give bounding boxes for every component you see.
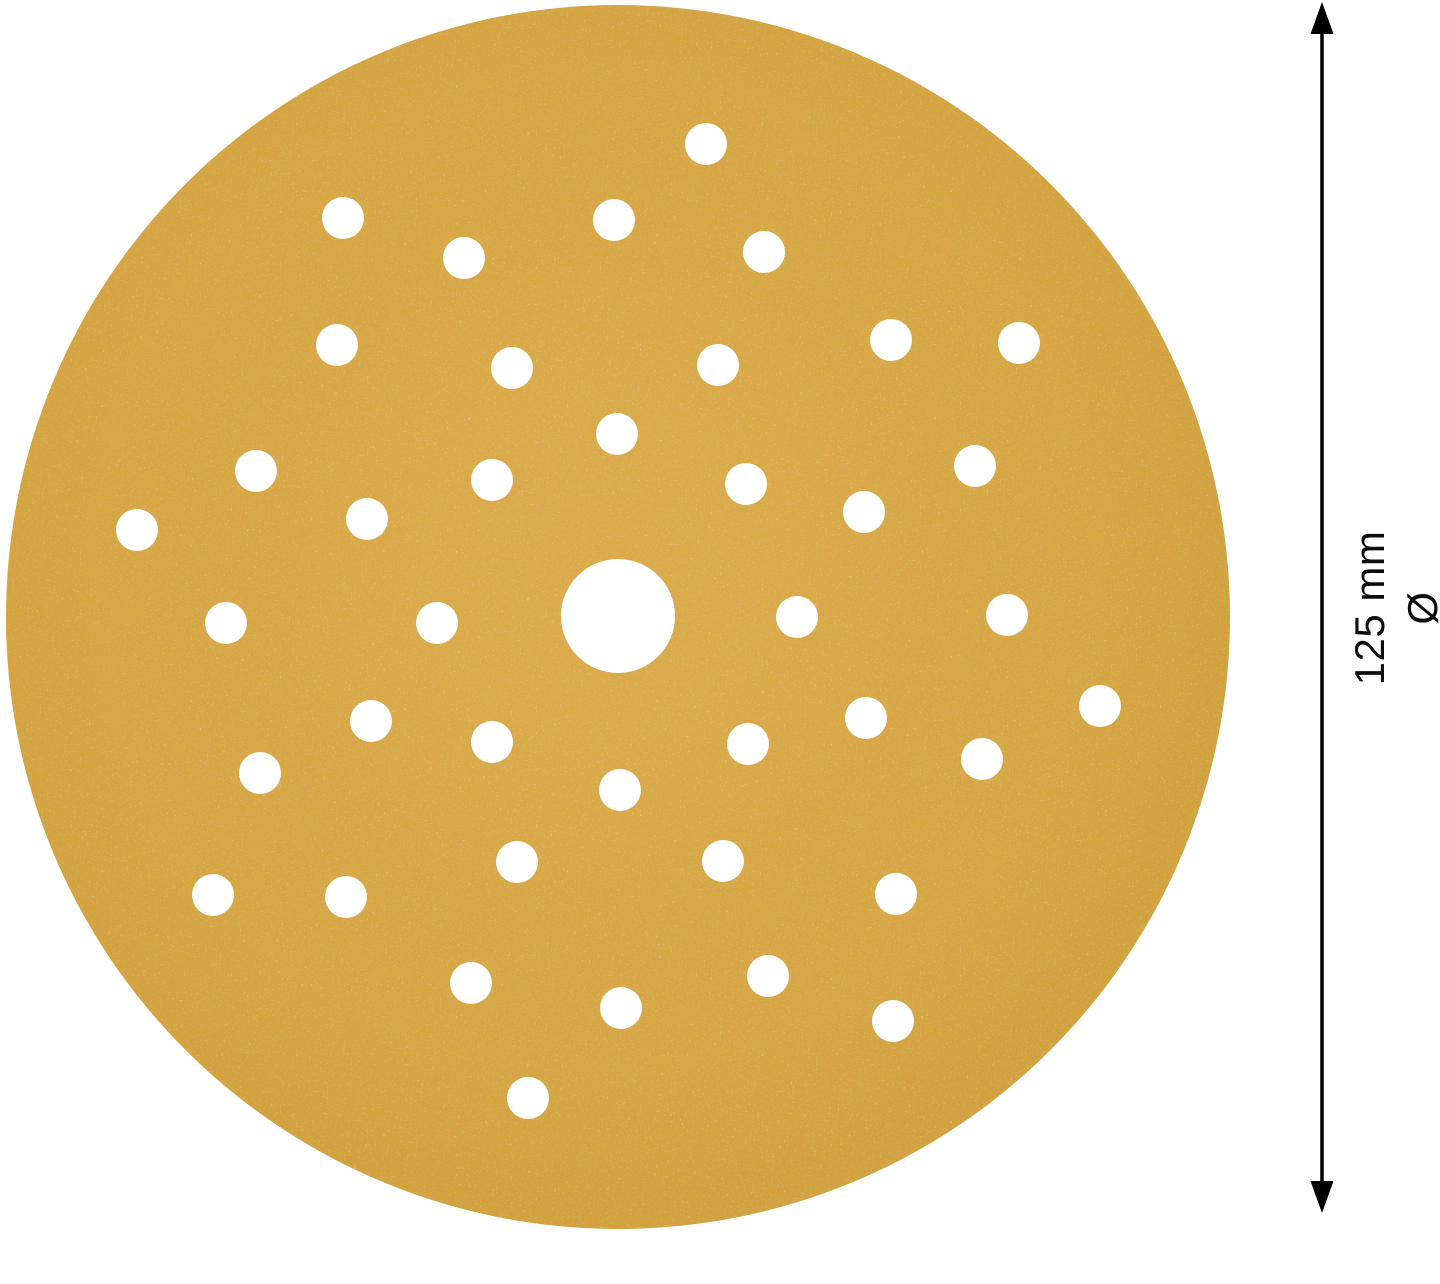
disc-hole (235, 450, 277, 492)
disc-hole (747, 955, 789, 997)
disc-hole (870, 319, 912, 361)
diameter-value: 125 mm (1346, 530, 1393, 686)
diameter-label: 125 mm Ø (1343, 531, 1440, 686)
disc-hole (961, 738, 1003, 780)
disc-hole (443, 237, 485, 279)
disc-hole (471, 459, 513, 501)
disc-hole (600, 987, 642, 1029)
disc-hole (450, 962, 492, 1004)
disc-hole (776, 596, 818, 638)
disc-hole (116, 509, 158, 551)
disc-hole (685, 123, 727, 165)
disc-hole (872, 1000, 914, 1042)
disc-hole (346, 498, 388, 540)
dust-extraction-holes (116, 123, 1121, 1119)
disc-hole (496, 841, 538, 883)
disc-hole (998, 322, 1040, 364)
disc-hole (697, 344, 739, 386)
disc-hole (954, 445, 996, 487)
disc-hole (845, 697, 887, 739)
dimension-arrowhead-bottom (1310, 1181, 1334, 1213)
disc-hole (316, 324, 358, 366)
disc-hole (322, 197, 364, 239)
disc-hole (471, 721, 513, 763)
disc-hole (325, 876, 367, 918)
disc-hole (875, 873, 917, 915)
dimension-arrowhead-top (1310, 2, 1334, 34)
disc-hole (507, 1077, 549, 1119)
disc-hole (727, 723, 769, 765)
disc-hole (743, 231, 785, 273)
disc-hole (986, 594, 1028, 636)
disc-hole (702, 840, 744, 882)
disc-hole (593, 199, 635, 241)
diameter-symbol-icon: Ø (1396, 531, 1440, 686)
disc-hole (1079, 685, 1121, 727)
disc-hole (596, 413, 638, 455)
disc-hole (491, 347, 533, 389)
disc-hole (350, 700, 392, 742)
disc-hole (725, 463, 767, 505)
disc-center-hole (561, 559, 675, 673)
disc-hole (416, 602, 458, 644)
disc-hole (192, 874, 234, 916)
diameter-dimension (1310, 2, 1334, 1213)
disc-hole (239, 752, 281, 794)
disc-hole (843, 491, 885, 533)
disc-hole (599, 769, 641, 811)
disc-hole (205, 602, 247, 644)
